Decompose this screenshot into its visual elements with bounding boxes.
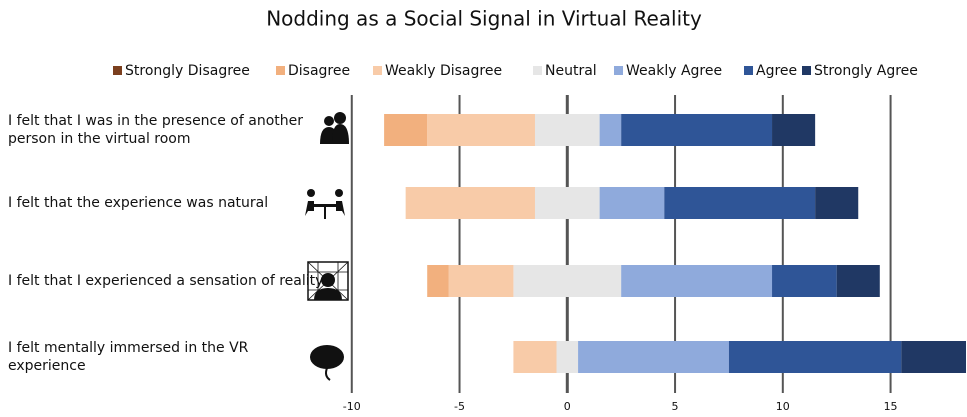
- bar-segment: [621, 114, 773, 146]
- category-label: I felt mentally immersed in the VR exper…: [8, 340, 249, 374]
- bar-segment: [534, 114, 600, 146]
- bar-segment: [901, 341, 966, 373]
- legend-label: Strongly Disagree: [125, 63, 250, 79]
- x-tick-label: 5: [672, 400, 679, 413]
- bars: [384, 114, 966, 373]
- bar-segment: [578, 341, 729, 373]
- bar-segment: [772, 265, 837, 297]
- icon-meeting: [305, 189, 345, 219]
- legend-swatch: [533, 66, 542, 75]
- bar-segment: [728, 341, 902, 373]
- bar-segment: [599, 114, 622, 146]
- icon-brain: [310, 345, 344, 381]
- legend-swatch: [113, 66, 122, 75]
- icons: [305, 112, 349, 381]
- x-tick-label: 0: [564, 400, 571, 413]
- legend-swatch: [614, 66, 623, 75]
- category-label: I felt that the experience was natural: [8, 195, 269, 211]
- legend-swatch: [802, 66, 811, 75]
- legend-label: Weakly Agree: [626, 63, 722, 79]
- chart-title: Nodding as a Social Signal in Virtual Re…: [266, 7, 702, 31]
- bar-segment: [836, 265, 880, 297]
- bar-segment: [556, 341, 579, 373]
- icon-vr: [307, 261, 349, 301]
- bar-segment: [405, 187, 535, 219]
- legend-label: Strongly Agree: [814, 63, 918, 79]
- bar-segment: [427, 114, 535, 146]
- bar-segment: [384, 114, 428, 146]
- bar-segment: [599, 187, 665, 219]
- bar-segment: [664, 187, 816, 219]
- legend-label: Disagree: [288, 63, 350, 79]
- x-tick-label: 10: [776, 400, 790, 413]
- bar-segment: [427, 265, 449, 297]
- legend-swatch: [744, 66, 753, 75]
- bar-segment: [513, 265, 622, 297]
- bar-segment: [448, 265, 514, 297]
- bar-segment: [772, 114, 816, 146]
- legend-swatch: [276, 66, 285, 75]
- icon-people: [320, 112, 349, 144]
- bar-segment: [513, 341, 557, 373]
- legend-label: Weakly Disagree: [385, 63, 502, 79]
- x-tick-label: -5: [454, 400, 465, 413]
- bar-segment: [534, 187, 600, 219]
- legend-label: Neutral: [545, 63, 597, 79]
- category-label: I felt that I experienced a sensation of…: [8, 273, 324, 289]
- legend: Strongly Disagree Disagree Weakly Disagree…: [113, 63, 918, 79]
- legend-swatch: [373, 66, 382, 75]
- bar-segment: [815, 187, 859, 219]
- category-label: I felt that I was in the presence of ano…: [8, 113, 304, 147]
- x-tick-label: -10: [343, 400, 361, 413]
- x-tick-label: 15: [884, 400, 898, 413]
- bar-segment: [621, 265, 773, 297]
- legend-label: Agree: [756, 63, 797, 79]
